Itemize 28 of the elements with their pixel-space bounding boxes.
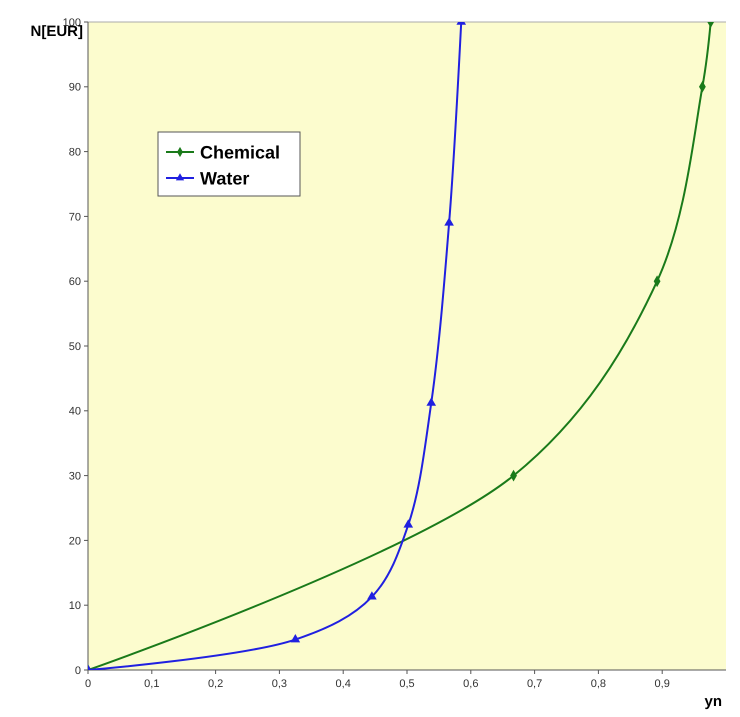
point: [426, 397, 436, 406]
y-tick-label: 20: [68, 535, 81, 548]
y-tick-label: 40: [68, 406, 81, 418]
x-tick-label: 0,9: [654, 678, 670, 690]
legend-label: Water: [200, 168, 250, 188]
y-tick-label: 30: [68, 470, 81, 482]
point: [290, 634, 300, 642]
x-tick-label: 0,3: [272, 678, 288, 690]
y-tick-label: 80: [68, 146, 81, 158]
x-tick-label: 0,1: [144, 678, 160, 690]
y-tick-label: 60: [68, 276, 81, 288]
point: [444, 217, 454, 226]
x-tick-label: 0,5: [399, 678, 415, 690]
x-tick-label: 0,6: [463, 678, 478, 690]
x-tick-label: 0,8: [590, 678, 606, 690]
y-tick-label: 70: [68, 211, 81, 224]
x-axis-title: yn: [704, 693, 722, 710]
point: [403, 519, 414, 528]
y-tick-label: 10: [68, 600, 81, 612]
x-tick-label: 0,7: [526, 678, 542, 690]
y-tick-label: 0: [74, 664, 81, 677]
x-tick-label: 0,2: [208, 678, 224, 690]
point: [367, 591, 377, 600]
legend-label: Chemical: [200, 142, 280, 162]
y-tick-label: 90: [68, 82, 81, 94]
x-tick-label: 0: [84, 678, 92, 690]
x-tick-label: 0,4: [336, 678, 351, 690]
y-tick-label: 50: [68, 340, 81, 353]
